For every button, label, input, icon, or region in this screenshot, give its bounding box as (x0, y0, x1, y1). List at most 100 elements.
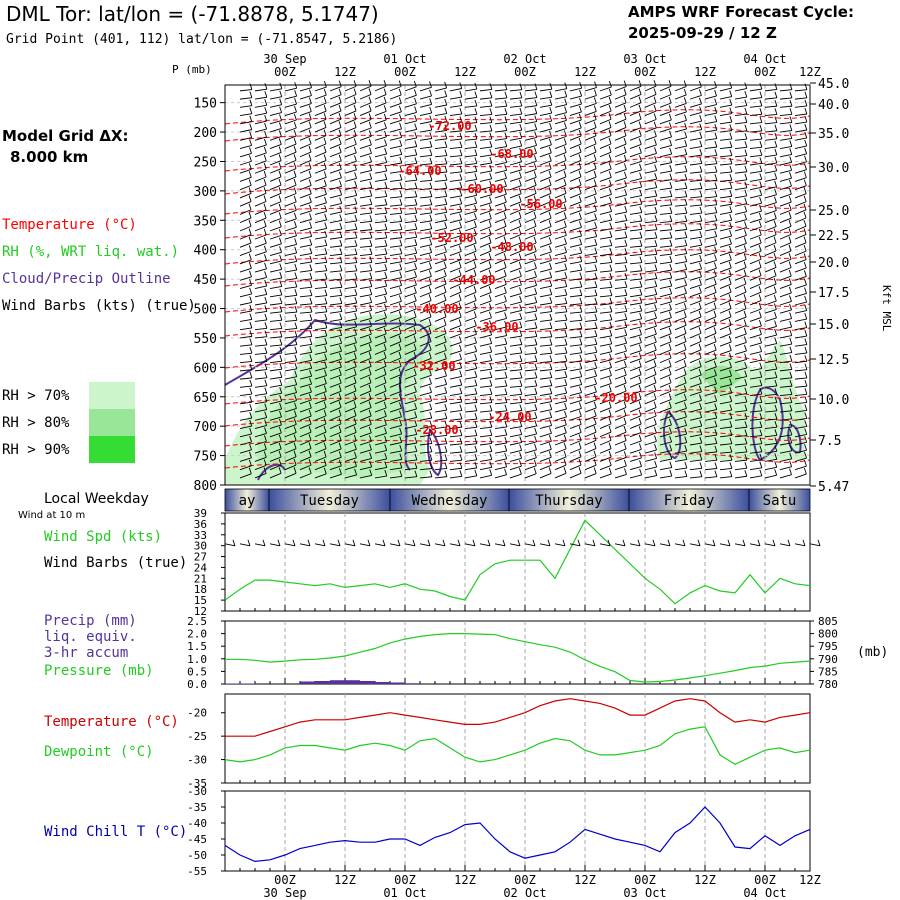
wind-barb (374, 424, 387, 429)
wind-barb-flag (248, 179, 252, 186)
surface-wind-barb (494, 543, 506, 547)
wind-barb-flag (803, 179, 807, 186)
wind-barb-flag (293, 467, 297, 474)
wind-barb (554, 328, 567, 331)
wind-barb (434, 138, 447, 141)
wind-barb (374, 261, 387, 265)
wind-barb-flag (729, 198, 733, 205)
wind-barb (464, 459, 477, 462)
wind-barb-flag (608, 129, 612, 136)
wind-barb (614, 94, 627, 100)
wind-barb-flag (789, 156, 793, 163)
wind-barb (494, 113, 507, 117)
wind-barb (659, 111, 672, 117)
wind-barb-flag (804, 363, 808, 370)
wind-barb (419, 341, 432, 347)
wind-barb-flag (744, 132, 748, 140)
wind-barb (644, 94, 657, 100)
wind-barb-flag (369, 248, 373, 255)
wind-barb-flag (458, 253, 462, 260)
wind-barb (524, 335, 537, 339)
wind-barb-flag (339, 305, 343, 312)
wind-barb-flag (669, 207, 673, 214)
wind-barb-flag (249, 427, 253, 435)
wind-barb-flag (804, 107, 808, 115)
wind-barb-flag (638, 352, 642, 359)
wind-barb (794, 473, 807, 479)
wind-barb-flag (759, 429, 763, 436)
wind-barb (449, 475, 462, 479)
wind-barb (569, 352, 582, 355)
wind-barb (269, 243, 282, 248)
wind-barb (644, 187, 657, 191)
wind-barb (359, 110, 372, 117)
wind-barb-flag (729, 454, 733, 461)
wind-barb-flag (399, 444, 403, 452)
wind-barb-flag (788, 220, 792, 227)
weekday-label: Wednesday (412, 493, 488, 509)
wind-barb (734, 376, 747, 380)
wind-barb-flag (293, 458, 297, 466)
wind-barb (344, 220, 357, 224)
surface-wind-barb-flag (712, 539, 716, 546)
wind-barb (509, 217, 522, 224)
wind-barb (554, 384, 567, 388)
wind-barb (689, 276, 702, 281)
wind-barb-flag (534, 363, 538, 370)
wind-barb-flag (338, 442, 342, 450)
wind-barb-flag (504, 420, 508, 428)
wind-barb-flag (609, 264, 613, 271)
wind-barb (539, 144, 552, 149)
wind-barb (614, 358, 627, 364)
wind-barb-flag (263, 467, 267, 474)
wind-barb (614, 294, 627, 298)
surface-wind-barb (614, 543, 626, 547)
wind-barb (569, 111, 582, 117)
wind-barb-flag (413, 360, 417, 367)
wind-barb-flag (654, 452, 658, 459)
wind-barb (629, 102, 642, 108)
wind-barb-flag (804, 371, 808, 379)
wind-barb (479, 410, 492, 413)
wind-barb-flag (443, 310, 447, 317)
wind-barb-flag (609, 213, 613, 221)
wind-barb (659, 424, 672, 429)
wind-barb (764, 154, 777, 158)
wind-barb-flag (578, 410, 582, 417)
wind-barb (449, 88, 462, 92)
wind-barb (779, 393, 792, 397)
wind-barb-flag (413, 80, 417, 88)
wind-barb (284, 311, 297, 314)
wind-barb (794, 335, 807, 339)
wind-barb (464, 194, 477, 199)
wind-barb (524, 441, 537, 446)
wind-barb (449, 130, 462, 133)
wind-barb-flag (729, 124, 733, 131)
wind-barb-flag (278, 467, 282, 474)
wind-barb (359, 204, 372, 207)
wind-barb-flag (684, 271, 688, 278)
wind-barb-flag (354, 296, 358, 304)
wind-barb-flag (339, 345, 342, 352)
wind-barb (734, 138, 747, 141)
wind-barb-flag (519, 99, 523, 107)
wind-barb (659, 220, 672, 224)
wind-barb-flag (638, 113, 642, 120)
wind-barb (434, 163, 447, 166)
wind-barb-flag (249, 387, 253, 395)
surface-wind-barb-flag (337, 539, 341, 546)
surface-wind-barb (644, 543, 656, 547)
wind-barb (404, 284, 417, 289)
wind-barb-flag (293, 187, 297, 194)
wind-barb-flag (338, 137, 342, 145)
wind-barb-flag (773, 303, 777, 310)
wind-barb (644, 127, 657, 133)
wind-barb-flag (699, 254, 703, 262)
wind-barb (689, 179, 702, 182)
wind-barb-flag (309, 255, 313, 263)
wind-barb-flag (608, 113, 612, 120)
wind-barb-flag (248, 253, 252, 260)
precip-ytick-label: 2.0 (187, 628, 207, 641)
wind-barb-flag (309, 281, 313, 288)
wind-barb-flag (278, 195, 282, 202)
